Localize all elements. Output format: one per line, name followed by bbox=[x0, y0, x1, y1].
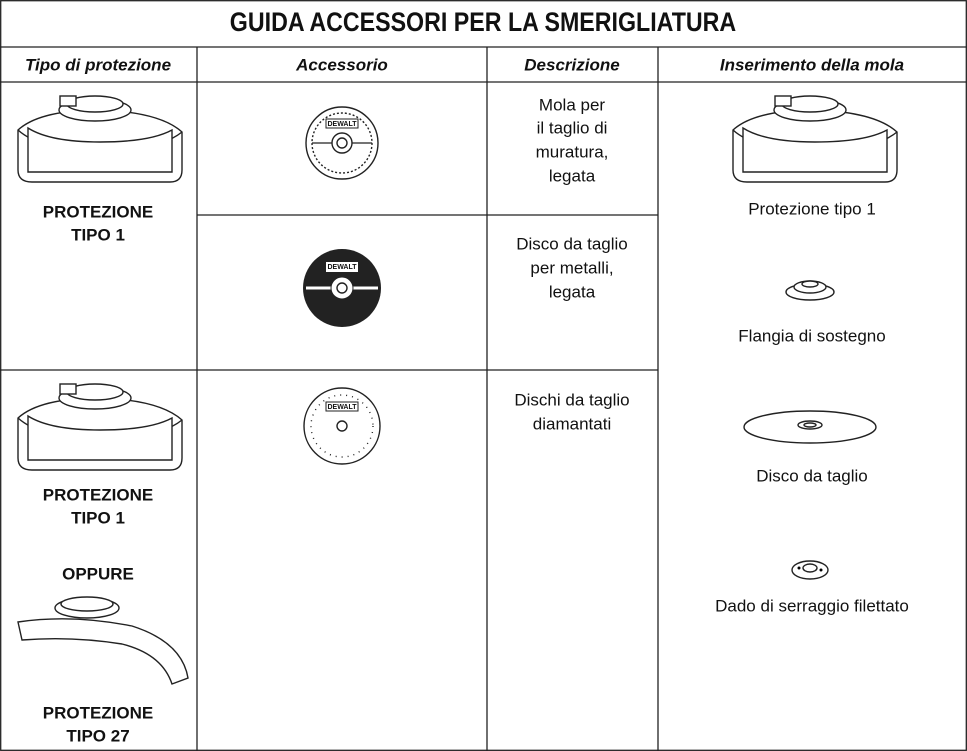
assembly-label: Disco da taglio bbox=[756, 466, 868, 485]
description: legata bbox=[549, 282, 596, 301]
disc-icon bbox=[743, 410, 877, 444]
brand: DEWALT bbox=[327, 264, 357, 271]
guard-icon bbox=[17, 95, 183, 183]
guard-icon bbox=[17, 596, 189, 685]
description: Dischi da taglio bbox=[514, 390, 629, 409]
or-label: OPPURE bbox=[62, 564, 134, 583]
description: il taglio di bbox=[537, 118, 608, 137]
description: legata bbox=[549, 166, 596, 185]
guard-label: TIPO 1 bbox=[71, 508, 125, 527]
description: muratura, bbox=[536, 142, 609, 161]
assembly-label: Protezione tipo 1 bbox=[748, 199, 876, 218]
description: Mola per bbox=[539, 95, 605, 114]
wheel-icon: DEWALT bbox=[303, 387, 381, 465]
description: Disco da taglio bbox=[516, 234, 628, 253]
wheel-icon: DEWALT bbox=[303, 249, 381, 327]
brand: DEWALT bbox=[327, 404, 357, 411]
guard-icon bbox=[732, 95, 898, 183]
assembly-label: Dado di serraggio filettato bbox=[715, 596, 909, 615]
title: GUIDA ACCESSORI PER LA SMERIGLIATURA bbox=[230, 8, 736, 38]
header: Descrizione bbox=[524, 55, 619, 74]
grid-lines bbox=[0, 46, 967, 751]
header: Inserimento della mola bbox=[720, 55, 904, 74]
guard-label: PROTEZIONE bbox=[43, 485, 154, 504]
description: diamantati bbox=[533, 414, 611, 433]
header: Tipo di protezione bbox=[25, 55, 171, 74]
flange-icon bbox=[785, 280, 835, 301]
wheel-icon: DEWALT bbox=[305, 106, 379, 180]
brand: DEWALT bbox=[327, 121, 357, 128]
guard-label: PROTEZIONE bbox=[43, 202, 154, 221]
assembly-label: Flangia di sostegno bbox=[738, 326, 885, 345]
guard-label: PROTEZIONE bbox=[43, 703, 154, 722]
header: Accessorio bbox=[295, 55, 388, 74]
nut-icon bbox=[791, 560, 829, 580]
guard-icon bbox=[17, 383, 183, 471]
description: per metalli, bbox=[530, 258, 613, 277]
guard-label: TIPO 27 bbox=[66, 726, 129, 745]
guard-label: TIPO 1 bbox=[71, 225, 125, 244]
